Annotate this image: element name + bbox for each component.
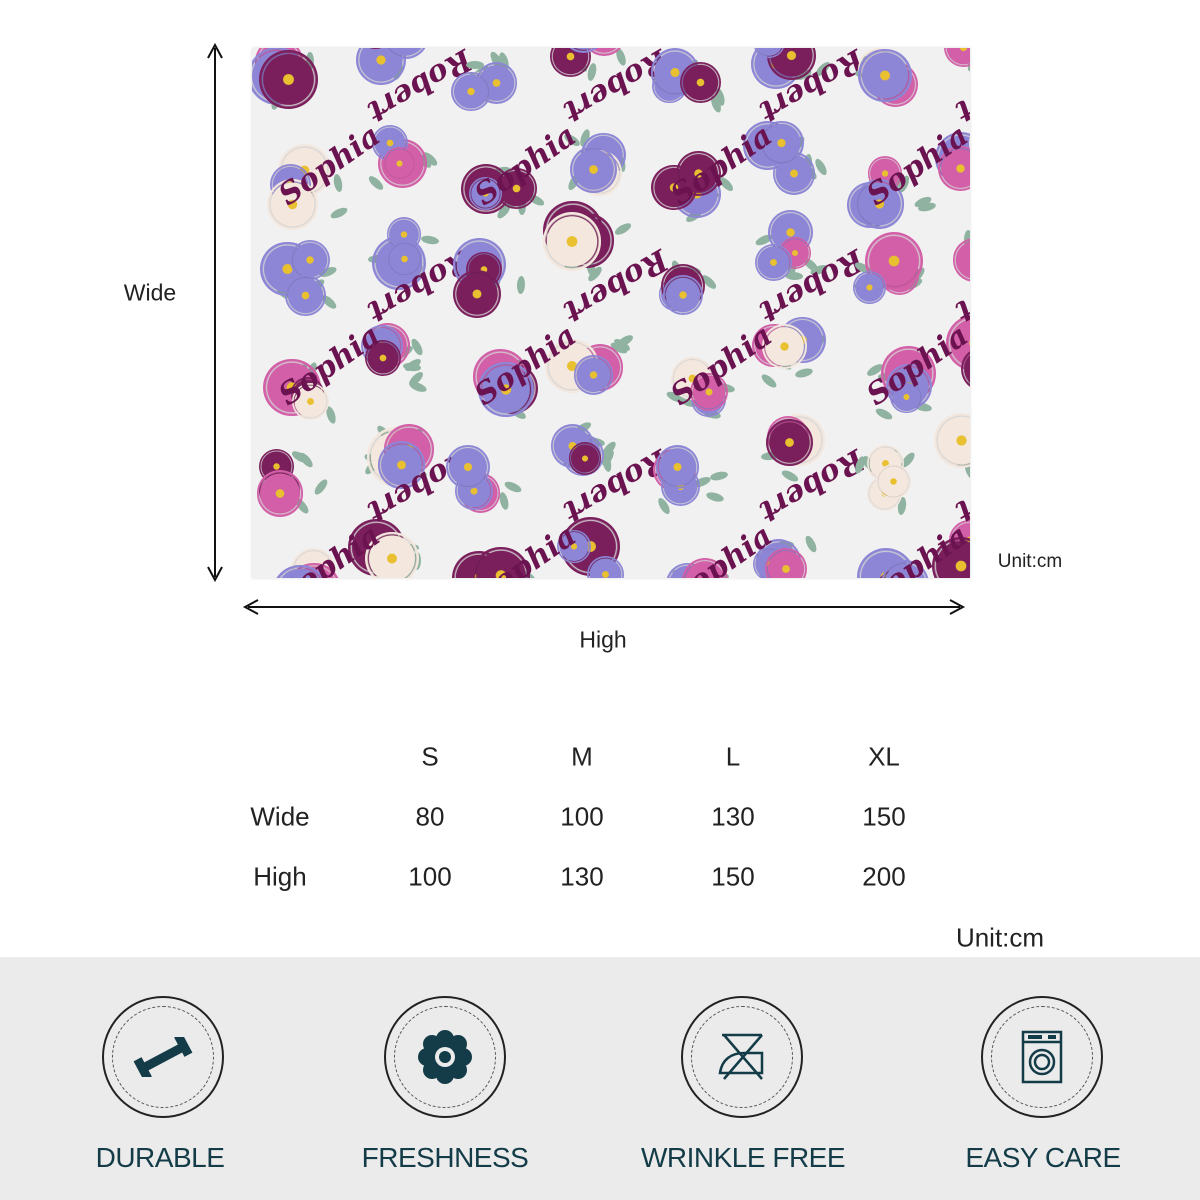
flower (655, 445, 700, 489)
leaf (803, 533, 819, 554)
flower (382, 48, 430, 59)
leaf (312, 477, 330, 497)
blanket-image: Sophia Robert Sophia Robert Sophia Robert Soph… (252, 48, 970, 578)
flower (961, 347, 970, 392)
flower (446, 444, 491, 490)
flower (452, 269, 502, 319)
flower (663, 275, 703, 316)
wide-label: Wide (123, 279, 177, 306)
leaf (411, 576, 430, 578)
table-cell: 130 (711, 801, 755, 832)
flower (382, 146, 416, 180)
flower (857, 48, 912, 103)
row-label: Wide (250, 801, 310, 832)
washing-machine-icon (1021, 1030, 1063, 1084)
flower (581, 48, 627, 57)
flower (853, 270, 887, 304)
leaf (759, 371, 779, 390)
flower (754, 244, 793, 282)
flower (561, 48, 606, 53)
flower (944, 48, 970, 68)
flower (542, 212, 602, 271)
flower (291, 382, 330, 421)
high-arrow (242, 599, 966, 615)
column-header: XL (868, 741, 900, 772)
flower (681, 557, 729, 578)
no-iron-icon (718, 1033, 764, 1080)
flower (573, 354, 614, 395)
flower (880, 560, 930, 578)
flower (875, 463, 912, 500)
flower (451, 71, 491, 112)
flower (586, 555, 625, 578)
flower (680, 61, 722, 103)
column-header: S (421, 741, 439, 772)
flower (356, 48, 394, 50)
flower (569, 146, 618, 194)
table-cell: 130 (560, 861, 604, 892)
flower (952, 238, 970, 282)
flower (386, 241, 422, 277)
table-cell: 150 (862, 801, 906, 832)
column-header: M (571, 741, 593, 772)
flower (762, 324, 808, 370)
flower (765, 548, 808, 578)
leaf (420, 234, 440, 246)
easy-care-badge (981, 996, 1103, 1118)
flower (752, 48, 786, 58)
flower (569, 442, 602, 475)
flower (289, 239, 331, 281)
wrinkle-free-badge (681, 996, 803, 1118)
high-label: High (579, 626, 627, 653)
flower (676, 151, 722, 196)
flower (365, 531, 419, 578)
feature-label: WRINKLE FREE (640, 1142, 846, 1173)
flower (968, 121, 970, 165)
leaf (704, 490, 725, 504)
freshness-badge (384, 996, 506, 1118)
table-cell: 150 (711, 861, 755, 892)
flower (495, 168, 537, 209)
leaf (516, 275, 526, 294)
column-header: L (725, 741, 741, 772)
feature-label: DURABLE (95, 1142, 225, 1173)
flower (557, 529, 591, 564)
flower (364, 339, 402, 376)
table-cell: 200 (862, 861, 906, 892)
flower (478, 361, 534, 418)
flower (271, 564, 329, 578)
row-label: High (253, 861, 307, 892)
feature-label: EASY CARE (965, 1142, 1121, 1173)
flower (854, 179, 905, 229)
flower-icon (418, 1030, 472, 1084)
leaf (329, 205, 349, 221)
leaf (709, 470, 729, 482)
flower (934, 413, 970, 469)
dumbbell-icon (133, 1037, 193, 1077)
flower (938, 146, 970, 191)
flower (890, 380, 923, 414)
flower (468, 177, 502, 211)
flower (284, 275, 326, 316)
leaf (794, 366, 814, 380)
durable-badge (102, 996, 224, 1118)
flower (377, 441, 426, 489)
table-cell: 100 (408, 861, 452, 892)
feature-label: FRESHNESS (361, 1142, 529, 1173)
wide-arrow (207, 42, 223, 583)
diagram-unit-label: Unit:cm (997, 551, 1063, 572)
flower (766, 418, 814, 466)
table-cell: 80 (415, 801, 445, 832)
table-cell: 100 (560, 801, 604, 832)
leaf (503, 479, 523, 495)
table-unit-label: Unit:cm (955, 922, 1045, 953)
flower (690, 372, 729, 412)
leaf (613, 220, 633, 237)
flower (256, 470, 304, 518)
flower (759, 120, 804, 166)
flower (267, 178, 319, 231)
flower (259, 50, 319, 110)
